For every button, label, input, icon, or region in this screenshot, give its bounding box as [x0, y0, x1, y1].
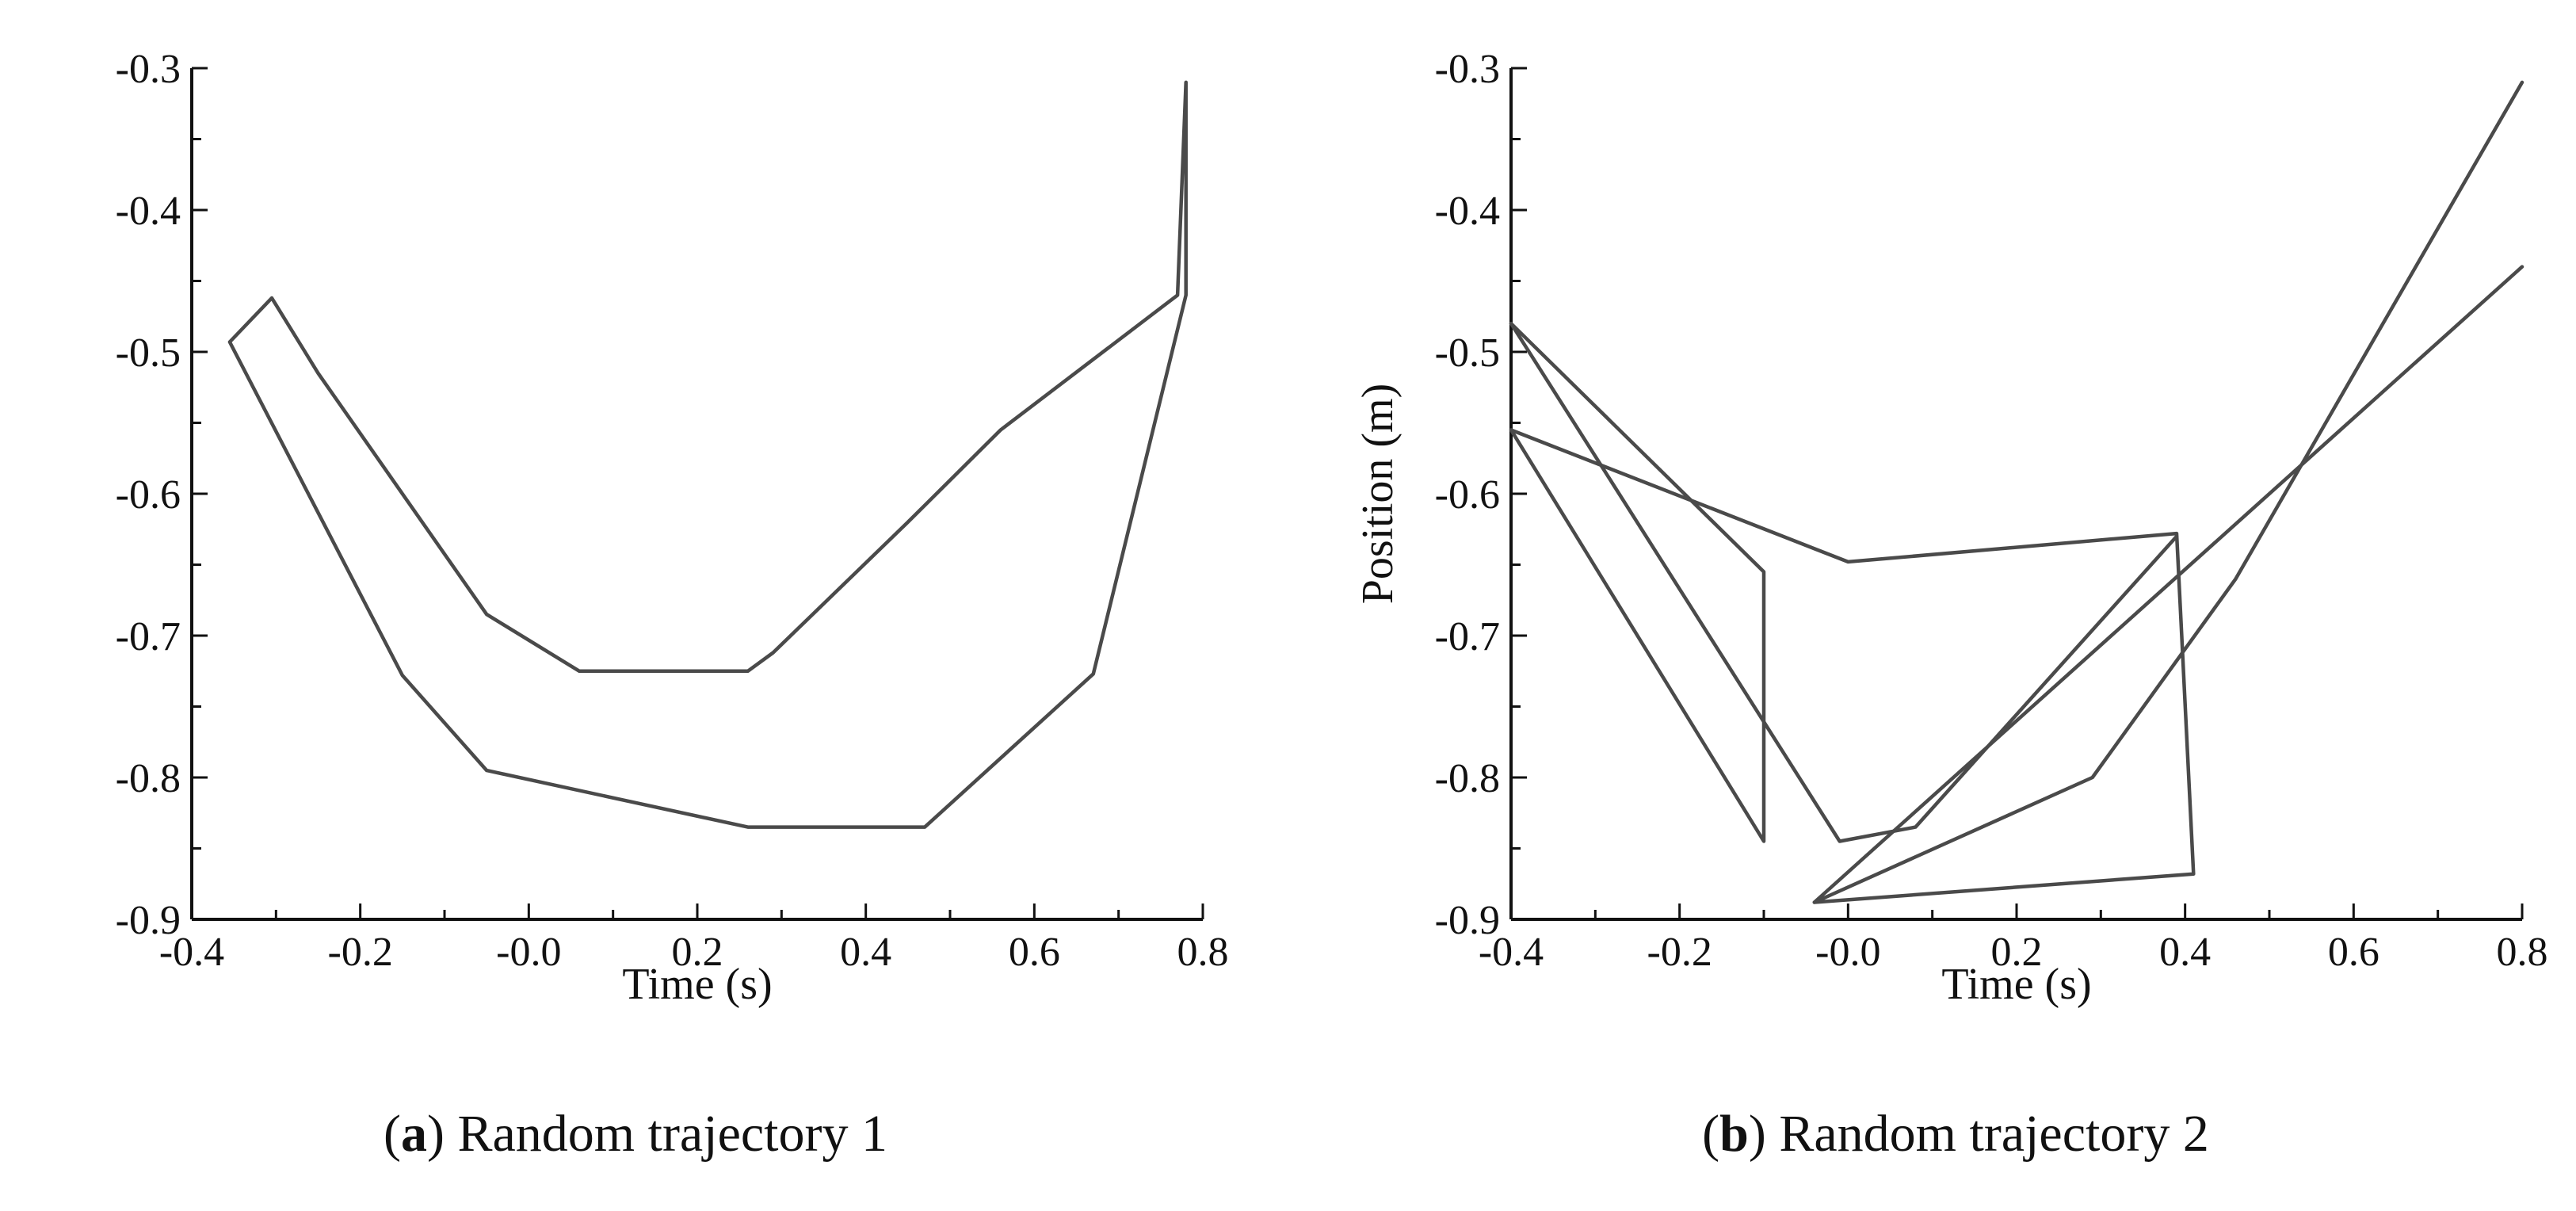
- x-tick-label: 0.8: [1177, 930, 1229, 975]
- y-tick-label: -0.6: [1435, 472, 1500, 518]
- x-tick-label: -0.0: [496, 930, 561, 975]
- caption-close-paren: ): [1749, 1105, 1779, 1163]
- x-tick-label: -0.2: [328, 930, 393, 975]
- x-tick-label: -0.4: [1479, 930, 1544, 975]
- trajectory-line-4: [1812, 265, 2524, 904]
- x-tick-label: 0.4: [2159, 930, 2211, 975]
- y-tick-label: -0.5: [116, 330, 181, 376]
- y-tick-label: -0.6: [116, 472, 181, 518]
- chart-a: -0.3-0.4-0.5-0.6-0.7-0.8-0.9-0.4 -0.2 -0.0…: [116, 47, 1229, 1163]
- y-tick-label: -0.4: [1435, 189, 1500, 234]
- x-axis-title: Time (s): [1941, 960, 2091, 1009]
- y-tick-label: -0.9: [116, 898, 181, 943]
- y-tick-label: -0.5: [1435, 330, 1500, 376]
- x-tick-label: -0.4: [159, 930, 224, 975]
- caption-text: Random trajectory 2: [1779, 1105, 2209, 1163]
- x-tick-label: -0.0: [1815, 930, 1880, 975]
- trajectory-line-2: [1509, 321, 2179, 843]
- x-tick-label: 0.8: [2497, 930, 2548, 975]
- x-tick-label: 0.4: [840, 930, 891, 975]
- x-tick-label: -0.2: [1647, 930, 1712, 975]
- y-tick-label: -0.4: [116, 189, 181, 234]
- caption-text: Random trajectory 1: [457, 1105, 887, 1163]
- x-axis-title: Time (s): [622, 960, 772, 1009]
- y-tick-label: -0.3: [116, 47, 181, 92]
- caption-open-paren: (: [1702, 1105, 1719, 1163]
- x-tick-label: 0.6: [2328, 930, 2379, 975]
- y-tick-label: -0.8: [1435, 756, 1500, 801]
- x-tick-label: 0.2: [672, 930, 723, 975]
- trajectory-line-3: [1509, 80, 2524, 904]
- caption-letter: a: [401, 1105, 427, 1163]
- y-tick-label: -0.7: [116, 614, 181, 659]
- y-axis-title: Position (m): [1353, 384, 1402, 604]
- caption: (b) Random trajectory 2: [1702, 1105, 2209, 1163]
- y-tick-label: -0.3: [1435, 47, 1500, 92]
- x-tick-label: 0.2: [1991, 930, 2043, 975]
- y-tick-label: -0.7: [1435, 614, 1500, 659]
- trajectory-line-1: [1509, 321, 1766, 843]
- caption-close-paren: ): [427, 1105, 457, 1163]
- chart-b: -0.3-0.4-0.5-0.6-0.7-0.8-0.9-0.4 -0.2 -0.0…: [1353, 47, 2548, 1163]
- caption-letter: b: [1719, 1105, 1749, 1163]
- y-tick-label: -0.8: [116, 756, 181, 801]
- caption: (a) Random trajectory 1: [384, 1105, 887, 1163]
- caption-open-paren: (: [384, 1105, 401, 1163]
- y-tick-label: -0.9: [1435, 898, 1500, 943]
- x-tick-label: 0.6: [1009, 930, 1060, 975]
- trajectory-line-1: [227, 80, 1188, 829]
